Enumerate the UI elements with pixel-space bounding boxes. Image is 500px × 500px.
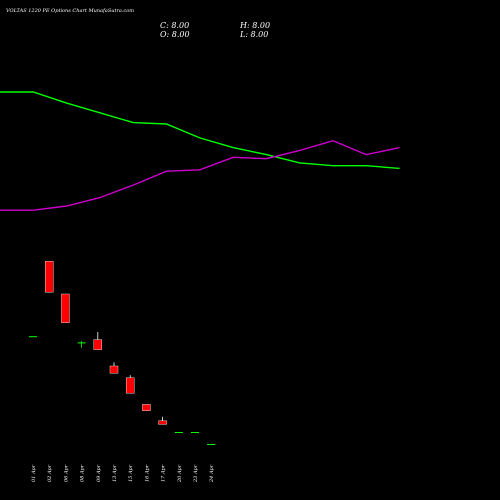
close-value: C: 8.00 <box>160 21 190 30</box>
candle-body <box>93 339 103 350</box>
x-tick-label: 02 Apr <box>47 464 53 482</box>
x-tick-label: 13 Apr <box>112 464 118 482</box>
x-tick-label: 20 Apr <box>177 464 183 483</box>
chart-title: VOLTAS 1220 PE Options Chart MunafaSutra… <box>6 8 134 14</box>
x-tick-label: 01 Apr <box>31 464 37 482</box>
x-tick-label: 16 Apr <box>144 464 150 482</box>
candle-body <box>158 420 167 425</box>
candle-body <box>207 444 216 445</box>
candle-24-apr <box>207 444 216 445</box>
candle-layer <box>29 261 216 445</box>
candle-08-apr <box>77 341 86 348</box>
high-value: H: 8.00 <box>240 21 271 30</box>
x-tick-label: 15 Apr <box>128 464 134 482</box>
candle-body <box>109 365 119 374</box>
candle-09-apr <box>93 332 103 350</box>
candle-06-apr <box>61 293 70 323</box>
candle-body <box>45 261 54 293</box>
candle-23-apr <box>191 432 199 433</box>
candle-body <box>125 377 135 394</box>
candle-body <box>191 432 199 433</box>
moving-average-layer <box>0 91 400 211</box>
x-axis-labels: 01 Apr 02 Apr 06 Apr 08 Apr 09 Apr 13 Apr 15 A… <box>31 464 215 483</box>
candle-body <box>174 432 183 433</box>
candle-01-apr <box>29 336 37 338</box>
candle-13-apr <box>109 362 119 374</box>
candle-16-apr <box>142 404 151 411</box>
candle-02-apr <box>45 261 54 293</box>
candle-body <box>77 342 86 344</box>
candle-body <box>142 404 151 411</box>
candle-17-apr <box>158 416 167 425</box>
x-tick-label: 17 Apr <box>161 464 167 482</box>
x-tick-label: 06 Apr <box>63 464 69 482</box>
low-value: L: 8.00 <box>240 30 269 39</box>
candle-body <box>61 293 70 323</box>
candle-body <box>29 336 37 338</box>
x-tick-label: 23 Apr <box>193 464 199 483</box>
moving-average-magenta-line <box>0 139 400 211</box>
candle-20-apr <box>174 432 183 433</box>
x-tick-label: 24 Apr <box>209 464 215 483</box>
open-value: O: 8.00 <box>160 30 190 39</box>
candle-15-apr <box>125 375 135 394</box>
x-tick-label: 09 Apr <box>96 464 102 482</box>
moving-average-green-line <box>0 91 400 170</box>
x-tick-label: 08 Apr <box>80 464 86 482</box>
